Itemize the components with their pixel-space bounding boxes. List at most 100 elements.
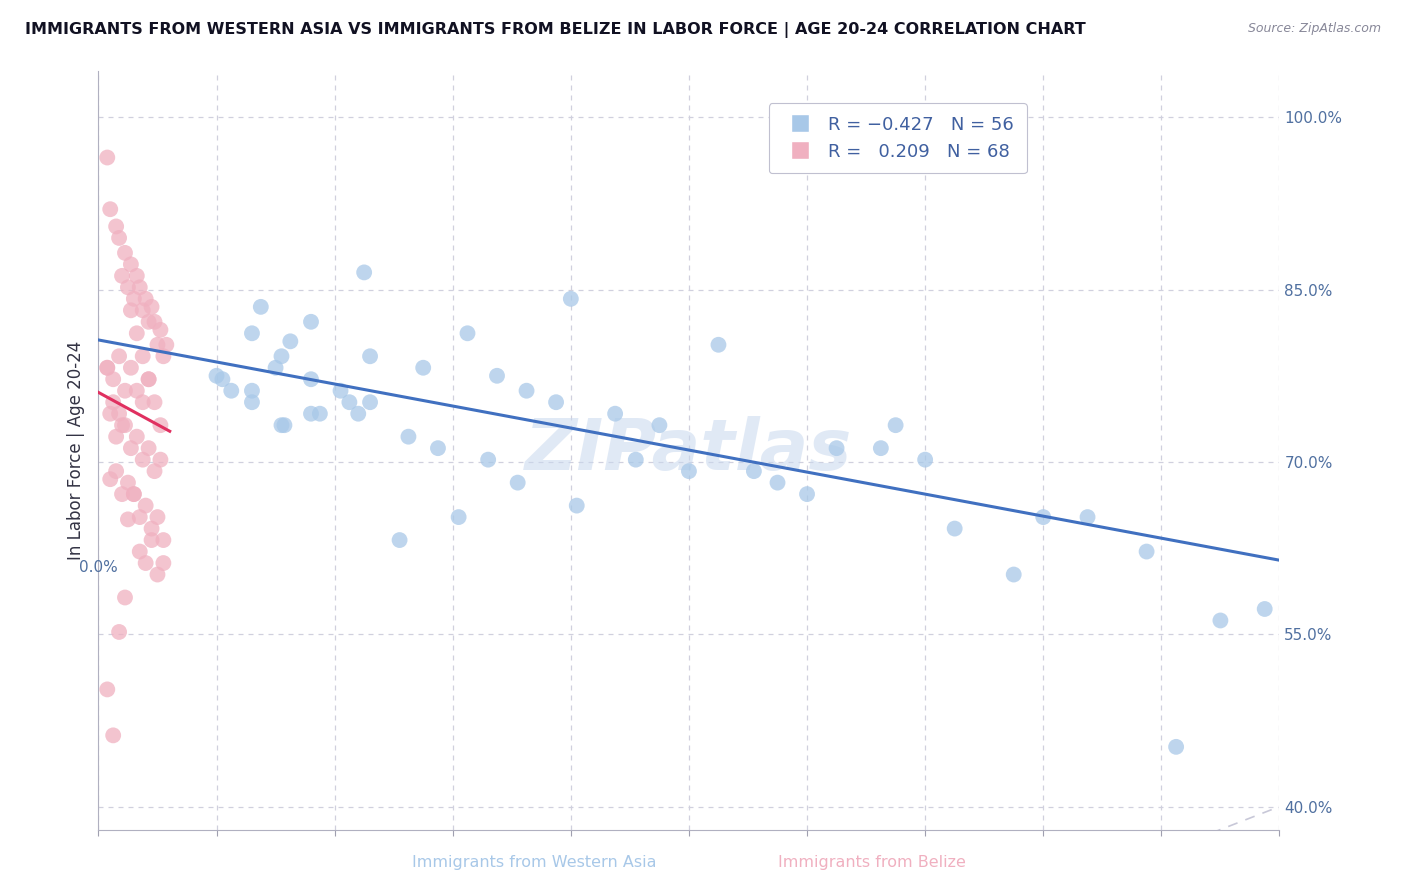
Point	[250, 300, 273, 314]
Point	[264, 360, 287, 375]
Point	[98, 407, 121, 421]
Point	[825, 441, 848, 455]
Point	[1136, 544, 1159, 558]
Point	[141, 300, 163, 314]
Point	[141, 522, 163, 536]
Point	[146, 567, 169, 582]
Point	[149, 323, 172, 337]
Point	[96, 151, 118, 165]
Point	[120, 257, 142, 271]
Point	[221, 384, 243, 398]
Point	[114, 245, 136, 260]
Point	[105, 430, 128, 444]
Point	[149, 418, 172, 433]
Point	[560, 292, 582, 306]
Point	[138, 315, 160, 329]
Text: Immigrants from Belize: Immigrants from Belize	[778, 855, 966, 870]
Point	[273, 418, 295, 433]
Point	[122, 487, 145, 501]
Point	[973, 128, 995, 142]
Point	[114, 591, 136, 605]
Point	[280, 334, 302, 349]
Point	[546, 395, 568, 409]
Point	[624, 452, 647, 467]
Point	[155, 338, 177, 352]
Point	[122, 487, 145, 501]
Point	[516, 384, 538, 398]
Point	[125, 268, 148, 283]
Point	[240, 395, 263, 409]
Point	[114, 384, 136, 398]
Point	[914, 452, 936, 467]
Point	[299, 407, 322, 421]
Point	[132, 303, 155, 318]
Point	[1002, 567, 1025, 582]
Point	[141, 533, 163, 547]
Point	[146, 338, 169, 352]
Point	[211, 372, 233, 386]
Point	[359, 349, 381, 363]
Point	[1254, 602, 1277, 616]
Point	[565, 499, 588, 513]
Point	[120, 441, 142, 455]
Text: Source: ZipAtlas.com: Source: ZipAtlas.com	[1247, 22, 1381, 36]
Point	[427, 441, 450, 455]
Point	[270, 418, 292, 433]
Point	[707, 338, 730, 352]
Point	[943, 522, 966, 536]
Point	[117, 475, 139, 490]
Point	[96, 682, 118, 697]
Legend: R = −0.427   N = 56, R =   0.209   N = 68: R = −0.427 N = 56, R = 0.209 N = 68	[769, 103, 1026, 173]
Point	[299, 315, 322, 329]
Point	[1077, 510, 1099, 524]
Point	[117, 280, 139, 294]
Point	[347, 407, 370, 421]
Point	[353, 265, 375, 279]
Point	[143, 395, 166, 409]
Point	[111, 418, 134, 433]
Point	[339, 395, 361, 409]
Point	[742, 464, 765, 478]
Point	[125, 430, 148, 444]
Point	[111, 487, 134, 501]
Point	[457, 326, 479, 341]
Point	[111, 268, 134, 283]
Point	[143, 464, 166, 478]
Point	[1032, 510, 1054, 524]
Point	[486, 368, 509, 383]
Point	[138, 372, 160, 386]
Point	[309, 407, 332, 421]
Point	[132, 349, 155, 363]
Point	[205, 368, 228, 383]
Point	[678, 464, 700, 478]
Point	[152, 533, 174, 547]
Point	[152, 556, 174, 570]
Point	[329, 384, 352, 398]
Text: 0.0%: 0.0%	[79, 560, 118, 575]
Point	[1209, 614, 1232, 628]
Point	[108, 349, 131, 363]
Point	[398, 430, 420, 444]
Point	[299, 372, 322, 386]
Point	[135, 499, 157, 513]
Point	[105, 219, 128, 234]
Point	[108, 624, 131, 639]
Point	[412, 360, 434, 375]
Point	[96, 360, 118, 375]
Point	[447, 510, 470, 524]
Point	[359, 395, 381, 409]
Y-axis label: In Labor Force | Age 20-24: In Labor Force | Age 20-24	[66, 341, 84, 560]
Point	[105, 464, 128, 478]
Point	[120, 303, 142, 318]
Point	[125, 384, 148, 398]
Text: IMMIGRANTS FROM WESTERN ASIA VS IMMIGRANTS FROM BELIZE IN LABOR FORCE | AGE 20-2: IMMIGRANTS FROM WESTERN ASIA VS IMMIGRAN…	[25, 22, 1085, 38]
Point	[103, 728, 125, 742]
Point	[796, 487, 818, 501]
Point	[270, 349, 292, 363]
Text: ZIPatlas: ZIPatlas	[526, 416, 852, 485]
Point	[146, 510, 169, 524]
Point	[240, 326, 263, 341]
Point	[135, 292, 157, 306]
Point	[149, 452, 172, 467]
Point	[138, 441, 160, 455]
